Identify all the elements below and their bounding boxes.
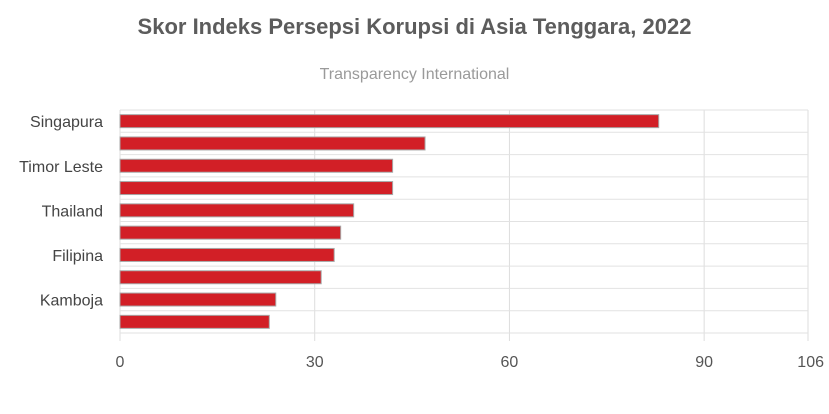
bar: [119, 247, 335, 262]
bar: [119, 114, 660, 129]
bar: [119, 225, 342, 240]
x-tick-label: 60: [501, 354, 519, 371]
bar: [119, 136, 426, 151]
chart-subtitle: Transparency International: [319, 66, 510, 83]
bar: [119, 158, 394, 173]
bar: [119, 314, 270, 329]
y-tick-label: Filipina: [52, 248, 103, 265]
chart-title: Skor Indeks Persepsi Korupsi di Asia Ten…: [137, 14, 692, 39]
bar: [119, 181, 394, 196]
bar: [119, 203, 355, 218]
x-tick-label: 0: [116, 354, 125, 371]
y-tick-label: Timor Leste: [19, 159, 103, 176]
y-tick-label: Thailand: [42, 203, 103, 220]
x-tick-label: 30: [306, 354, 324, 371]
x-tick-label: 106: [797, 354, 824, 371]
bar: [119, 292, 277, 307]
x-tick-label: 90: [695, 354, 713, 371]
y-tick-label: Kamboja: [40, 293, 103, 310]
y-tick-label: Singapura: [30, 114, 103, 131]
bar: [119, 270, 322, 285]
